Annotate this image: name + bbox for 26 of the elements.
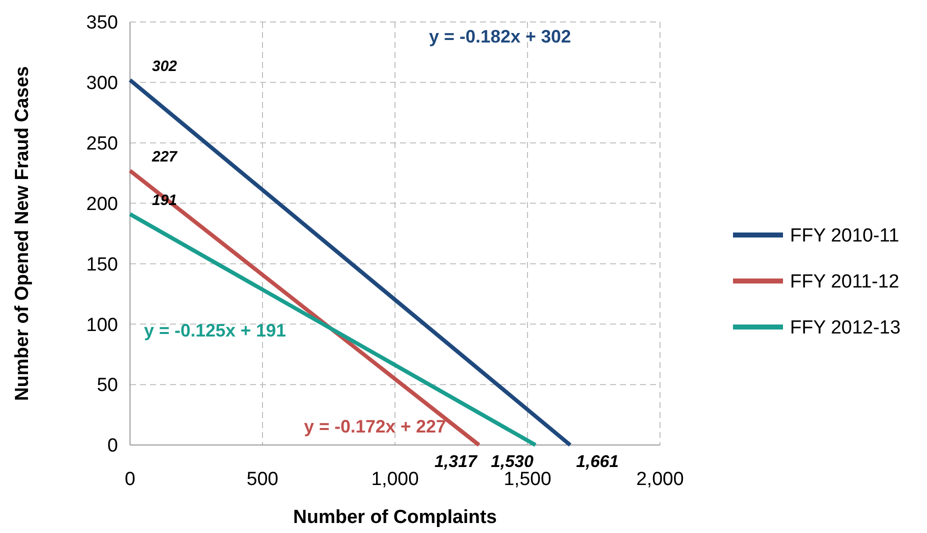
x-tick-label: 1,500 [504, 469, 552, 490]
y-tick-label: 100 [86, 314, 118, 336]
annotation: 1,661 [576, 452, 619, 471]
annotation: y = -0.172x + 227 [304, 416, 446, 436]
x-tick-label: 2,000 [636, 469, 684, 490]
x-tick-label: 1,000 [371, 469, 419, 490]
y-tick-label: 50 [96, 375, 118, 396]
y-tick-label: 0 [107, 436, 118, 457]
x-tick-label: 0 [124, 469, 136, 490]
legend-label: FFY 2011-12 [790, 272, 900, 293]
data-label: 302 [152, 58, 178, 76]
legend-label: FFY 2012-13 [790, 318, 901, 339]
annotation: y = -0.182x + 302 [428, 26, 572, 46]
annotation: 1,317 [434, 452, 479, 471]
annotation: 1,530 [490, 452, 534, 471]
y-tick-label: 300 [86, 73, 118, 94]
x-tick-label: 500 [246, 469, 278, 490]
annotation: y = -0.125x + 191 [144, 320, 286, 340]
y-tick-label: 350 [86, 12, 118, 34]
y-tick-label: 200 [86, 194, 118, 215]
data-label: 227 [151, 148, 178, 166]
x-axis-title: Number of Complaints [293, 507, 497, 528]
y-axis-title: Number of Opened New Fraud Cases [12, 66, 33, 401]
y-tick-label: 150 [86, 254, 118, 276]
legend-label: FFY 2010-11 [790, 226, 900, 247]
y-tick-label: 250 [86, 134, 118, 155]
